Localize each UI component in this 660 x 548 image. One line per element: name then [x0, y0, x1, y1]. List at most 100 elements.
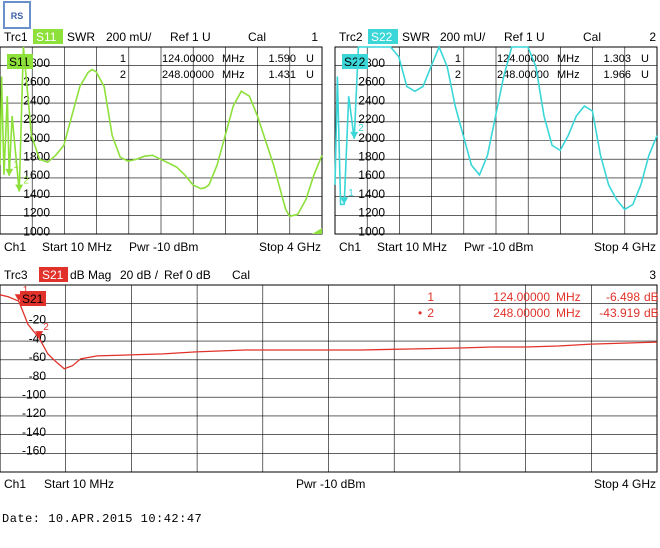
marker-number: 1: [427, 290, 434, 304]
trc3-name[interactable]: Trc3: [4, 268, 28, 282]
diagram-3-trace-badge[interactable]: [20, 291, 46, 306]
y-tick-label: 2000: [23, 131, 50, 145]
marker-freq-unit: MHz: [556, 290, 581, 304]
trc3-ref[interactable]: Ref 0 dB: [164, 268, 211, 282]
trc1-scale[interactable]: 200 mU/: [106, 30, 152, 44]
trc3-power[interactable]: Pwr -10 dBm: [296, 477, 365, 491]
window2-footer: Ch1 Start 10 MHz Pwr -10 dBm Stop 4 GHz: [339, 240, 656, 254]
y-tick-label: 1000: [23, 224, 50, 238]
y-tick-label: 2200: [23, 112, 50, 126]
diagram-3-trace-badge-label: S21: [22, 292, 44, 306]
y-tick-label: 2000: [358, 131, 385, 145]
trc1-channel[interactable]: Ch1: [4, 240, 26, 254]
trc2-format[interactable]: SWR: [402, 30, 430, 44]
marker-freq-unit: MHz: [557, 53, 580, 65]
window3-header: Trc3 S21 dB Mag 20 dB / Ref 0 dB Cal 3: [4, 267, 656, 282]
marker-value: -43.919: [599, 306, 640, 320]
s11-trace-line: [0, 46, 323, 218]
marker-value-unit: dB: [644, 306, 659, 320]
marker-label: 1: [13, 160, 19, 171]
trc3-window-number: 3: [649, 268, 656, 282]
diagram-2-trace-badge-label: S22: [344, 55, 366, 69]
trc2-power[interactable]: Pwr -10 dBm: [464, 240, 533, 254]
trc2-channel[interactable]: Ch1: [339, 240, 361, 254]
trc1-power[interactable]: Pwr -10 dBm: [129, 240, 198, 254]
trc2-param-badge[interactable]: [368, 29, 398, 44]
diagram-3[interactable]: 0-20-40-60-80-100-120-140-160 1 124.0000…: [0, 284, 659, 473]
y-tick-label: 2600: [358, 75, 385, 89]
y-tick-label: -100: [22, 388, 46, 402]
y-tick-label: 1600: [358, 168, 385, 182]
marker-label: 2: [43, 322, 49, 333]
trc2-stop[interactable]: Stop 4 GHz: [594, 240, 656, 254]
diagram-1-trace-badge[interactable]: [7, 54, 33, 69]
trc1-param-label: S11: [36, 30, 57, 44]
trc3-stop[interactable]: Stop 4 GHz: [594, 477, 656, 491]
stop-arrow-icon: [312, 228, 322, 234]
trc1-format[interactable]: SWR: [67, 30, 95, 44]
trc3-channel[interactable]: Ch1: [4, 477, 26, 491]
y-tick-label: 1200: [358, 206, 385, 220]
window1-header: Trc1 S11 SWR 200 mU/ Ref 1 U Cal 1: [4, 29, 318, 44]
marker-triangle-icon[interactable]: [350, 131, 359, 139]
marker-freq-unit: MHz: [222, 69, 245, 81]
rs-logo: RS: [3, 1, 31, 29]
marker-triangle-icon[interactable]: [15, 184, 24, 192]
y-tick-label: 2400: [23, 93, 50, 107]
s21-trace-line: [0, 294, 658, 370]
window3-footer: Ch1 Start 10 MHz Pwr -10 dBm Stop 4 GHz: [4, 477, 656, 491]
marker-triangle-icon[interactable]: [14, 294, 23, 302]
marker-frequency: 248.00000: [493, 306, 550, 320]
trc3-param-badge[interactable]: [39, 267, 68, 282]
diagram-1[interactable]: 2800260024002200200018001600140012001000…: [0, 46, 323, 238]
marker-triangle-icon[interactable]: [340, 197, 349, 205]
trc3-scale[interactable]: 20 dB /: [120, 268, 159, 282]
trc2-start[interactable]: Start 10 MHz: [377, 240, 447, 254]
window2-header: Trc2 S22 SWR 200 mU/ Ref 1 U Cal 2: [339, 29, 656, 44]
marker-triangle-icon[interactable]: [35, 331, 44, 339]
marker-value-unit: U: [306, 69, 314, 81]
y-tick-label: -60: [29, 350, 47, 364]
marker-frequency: 124.00000: [493, 290, 550, 304]
marker-label: 1: [23, 285, 29, 296]
marker-value-unit: U: [641, 53, 649, 65]
s22-trace-line: [334, 44, 658, 211]
trc3-start[interactable]: Start 10 MHz: [44, 477, 114, 491]
window1-footer: Ch1 Start 10 MHz Pwr -10 dBm Stop 4 GHz: [4, 240, 321, 254]
trc1-name[interactable]: Trc1: [4, 30, 28, 44]
marker-triangle-icon[interactable]: [5, 168, 14, 176]
marker-frequency: 124.00000: [497, 53, 549, 65]
diagram-2-grid: [335, 47, 657, 234]
trc1-cal: Cal: [248, 30, 266, 44]
trc2-param-label: S22: [371, 30, 393, 44]
marker-label: 2: [358, 123, 364, 134]
trc3-format[interactable]: dB Mag: [70, 268, 111, 282]
marker-label: 1: [348, 188, 354, 199]
y-tick-label: 1400: [23, 187, 50, 201]
y-tick-label: 2200: [358, 112, 385, 126]
marker-value-unit: U: [306, 53, 314, 65]
diagram-2-trace-badge[interactable]: [342, 54, 368, 69]
marker-number: 2: [427, 306, 434, 320]
marker-number: 2: [455, 69, 461, 81]
trc2-name[interactable]: Trc2: [339, 30, 363, 44]
diagram-2[interactable]: 2800260024002200200018001600140012001000…: [334, 44, 658, 238]
trc2-ref[interactable]: Ref 1 U: [504, 30, 545, 44]
trc1-param-badge[interactable]: [33, 29, 63, 44]
trc3-param-label: S21: [42, 268, 64, 282]
y-tick-label: 1000: [358, 224, 385, 238]
trc1-start[interactable]: Start 10 MHz: [42, 240, 112, 254]
trc1-stop[interactable]: Stop 4 GHz: [259, 240, 321, 254]
diagram-3-marker-table: 1 124.00000 MHz -6.498 dB • 2 248.00000 …: [418, 290, 659, 320]
y-tick-label: 1200: [23, 206, 50, 220]
trc1-ref[interactable]: Ref 1 U: [170, 30, 211, 44]
trc3-cal: Cal: [232, 268, 250, 282]
y-tick-label: 1800: [358, 150, 385, 164]
trc2-scale[interactable]: 200 mU/: [440, 30, 486, 44]
y-tick-label: -120: [22, 406, 46, 420]
diagram-1-grid: [0, 47, 322, 234]
marker-frequency: 124.00000: [162, 53, 214, 65]
active-marker-dot-icon: •: [418, 306, 422, 320]
